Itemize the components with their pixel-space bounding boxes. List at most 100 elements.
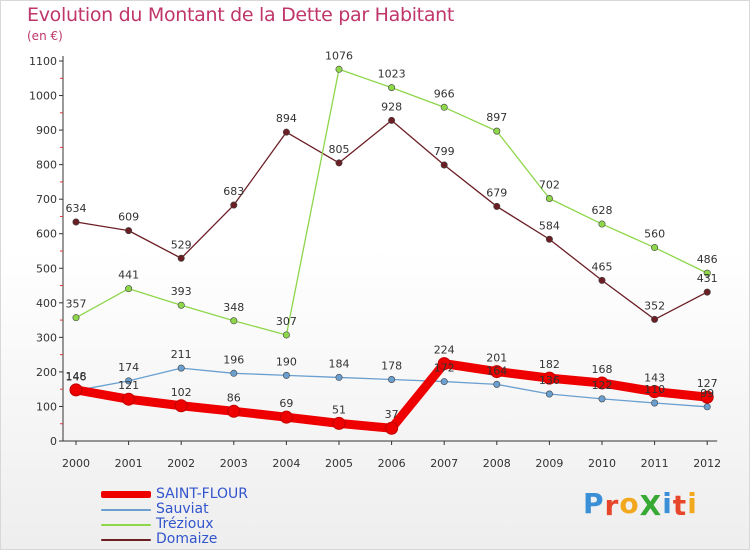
x-tick-label: 2005 xyxy=(325,457,353,470)
y-tick-label: 900 xyxy=(36,124,57,137)
data-label-saint-flour: 168 xyxy=(592,363,613,376)
data-label-saint-flour: 224 xyxy=(434,344,455,357)
data-label-saint-flour: 37 xyxy=(385,408,399,421)
data-point-saint-flour xyxy=(700,390,714,404)
x-tick-label: 2002 xyxy=(167,457,195,470)
legend: SAINT-FLOUR Sauviat Trézioux Domaize xyxy=(101,486,321,547)
y-tick-label: 200 xyxy=(36,366,57,379)
data-label-sauviat: 184 xyxy=(329,357,350,370)
y-tick-label: 700 xyxy=(36,193,57,206)
data-point-domaize xyxy=(388,116,396,124)
y-tick-label: 0 xyxy=(50,435,57,448)
data-label-trézioux: 441 xyxy=(118,269,139,282)
data-label-trézioux: 486 xyxy=(697,253,718,266)
y-tick-label: 600 xyxy=(36,228,57,241)
logo-letter: P xyxy=(583,487,605,520)
proxiti-logo: ProXiti xyxy=(583,487,698,522)
data-point-saint-flour xyxy=(437,357,451,371)
data-label-saint-flour: 51 xyxy=(332,403,346,416)
data-point-saint-flour xyxy=(122,392,136,406)
data-point-trézioux xyxy=(72,314,80,322)
data-label-trézioux: 1023 xyxy=(378,68,406,81)
data-point-trézioux xyxy=(335,65,343,73)
y-tick-label: 1100 xyxy=(29,55,57,68)
data-label-domaize: 928 xyxy=(381,100,402,113)
data-point-sauviat xyxy=(177,364,185,372)
data-label-trézioux: 702 xyxy=(539,178,560,191)
data-label-sauviat: 136 xyxy=(539,374,560,387)
data-label-sauviat: 172 xyxy=(434,362,455,375)
x-tick-label: 2006 xyxy=(378,457,406,470)
x-tick-label: 2001 xyxy=(115,457,143,470)
data-point-sauviat xyxy=(651,399,659,407)
y-tick-label: 1000 xyxy=(29,90,57,103)
data-label-domaize: 352 xyxy=(644,299,665,312)
data-point-saint-flour xyxy=(279,410,293,424)
data-point-trézioux xyxy=(545,194,553,202)
data-point-sauviat xyxy=(335,373,343,381)
data-point-sauviat xyxy=(388,376,396,384)
data-point-domaize xyxy=(177,254,185,262)
data-point-domaize xyxy=(493,202,501,210)
data-point-sauviat xyxy=(545,390,553,398)
y-tick-label: 300 xyxy=(36,331,57,344)
data-point-sauviat xyxy=(125,377,133,385)
data-point-sauviat xyxy=(440,378,448,386)
data-label-saint-flour: 127 xyxy=(697,377,718,390)
data-label-domaize: 584 xyxy=(539,219,560,232)
data-point-sauviat xyxy=(282,371,290,379)
y-tick-label: 400 xyxy=(36,297,57,310)
data-label-sauviat: 164 xyxy=(486,364,507,377)
data-point-saint-flour xyxy=(174,399,188,413)
data-point-trézioux xyxy=(598,220,606,228)
logo-letter: r xyxy=(604,489,620,522)
data-point-domaize xyxy=(230,201,238,209)
logo-letter: i xyxy=(662,487,673,520)
data-label-trézioux: 966 xyxy=(434,87,455,100)
data-label-sauviat: 122 xyxy=(592,379,613,392)
data-label-domaize: 529 xyxy=(171,238,192,251)
legend-swatch xyxy=(101,524,151,526)
data-label-saint-flour: 86 xyxy=(227,391,241,404)
data-point-trézioux xyxy=(651,244,659,252)
data-label-saint-flour: 143 xyxy=(644,372,665,385)
data-point-trézioux xyxy=(703,269,711,277)
data-point-saint-flour xyxy=(69,383,83,397)
x-tick-label: 2007 xyxy=(430,457,458,470)
legend-item: Trézioux xyxy=(101,516,321,532)
data-label-trézioux: 897 xyxy=(486,111,507,124)
data-label-sauviat: 99 xyxy=(700,387,714,400)
chart-unit: (en €) xyxy=(27,29,63,43)
data-point-trézioux xyxy=(177,301,185,309)
legend-label: Domaize xyxy=(156,531,218,547)
logo-letter: X xyxy=(639,489,663,522)
x-tick-label: 2009 xyxy=(535,457,563,470)
data-point-trézioux xyxy=(493,127,501,135)
data-point-domaize xyxy=(335,159,343,167)
data-label-trézioux: 357 xyxy=(66,298,87,311)
data-point-saint-flour xyxy=(595,376,609,390)
data-label-saint-flour: 121 xyxy=(118,379,139,392)
y-tick-label: 800 xyxy=(36,159,57,172)
x-tick-label: 2008 xyxy=(483,457,511,470)
data-label-saint-flour: 148 xyxy=(66,370,87,383)
data-point-domaize xyxy=(125,227,133,235)
legend-label: Trézioux xyxy=(156,516,214,532)
legend-label: SAINT-FLOUR xyxy=(156,486,248,502)
data-label-saint-flour: 69 xyxy=(279,397,293,410)
legend-item: Sauviat xyxy=(101,501,321,517)
data-point-domaize xyxy=(545,235,553,243)
data-point-sauviat xyxy=(230,369,238,377)
chart-title: Evolution du Montant de la Dette par Hab… xyxy=(27,4,455,26)
data-label-sauviat: 190 xyxy=(276,355,297,368)
x-tick-label: 2011 xyxy=(641,457,669,470)
data-label-domaize: 894 xyxy=(276,112,297,125)
data-point-saint-flour xyxy=(332,416,346,430)
data-point-sauviat xyxy=(598,395,606,403)
data-label-domaize: 609 xyxy=(118,211,139,224)
data-point-domaize xyxy=(440,161,448,169)
data-point-trézioux xyxy=(125,285,133,293)
data-label-saint-flour: 182 xyxy=(539,358,560,371)
data-point-domaize xyxy=(598,276,606,284)
